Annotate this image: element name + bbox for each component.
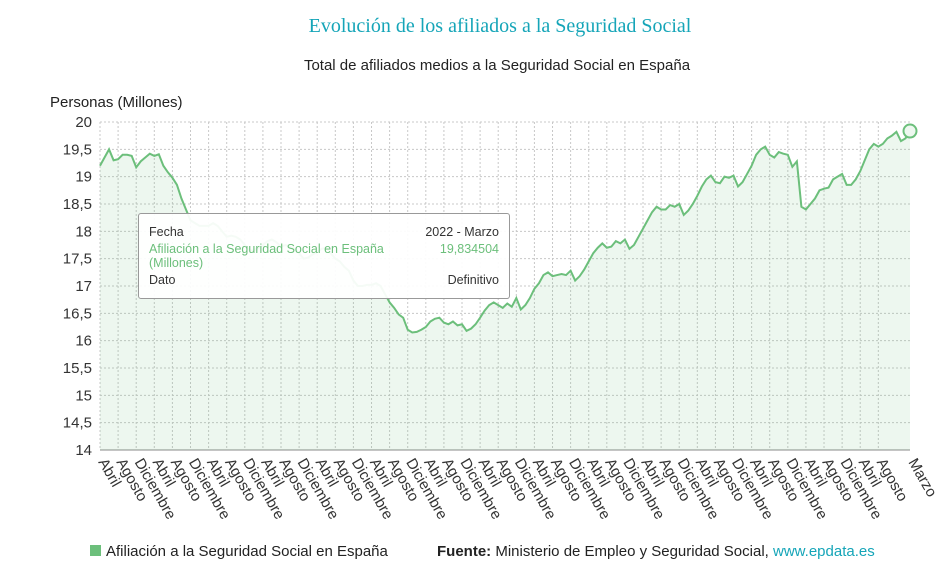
tooltip-row: Dato Definitivo [149,273,499,287]
chart-title: Evolución de los afiliados a la Segurida… [309,15,692,37]
y-tick-label: 16,5 [63,305,92,322]
legend-label: Afiliación a la Seguridad Social en Espa… [106,543,388,560]
y-tick-label: 17 [75,278,92,295]
tooltip-value: 2022 - Marzo [425,225,499,239]
source-label: Fuente: [437,543,492,560]
y-tick-label: 18,5 [63,196,92,213]
tooltip-key: Afiliación a la Seguridad Social en Espa… [149,242,384,270]
tooltip: Fecha 2022 - Marzo Afiliación a la Segurid… [138,213,510,299]
source-text: Ministerio de Empleo y Seguridad Social, [495,543,769,560]
chart-subtitle: Total de afiliados medios a la Seguridad… [304,57,691,74]
y-tick-label: 19 [75,169,92,186]
point-marker [902,123,918,139]
tooltip-value: Definitivo [447,273,499,287]
tooltip-key: Dato [149,273,176,287]
source: Fuente: Ministerio de Empleo y Seguridad… [437,543,875,560]
y-tick-label: 16 [75,333,92,350]
y-tick-label: 18 [75,223,92,240]
y-tick-label: 19,5 [63,141,92,158]
y-tick-label: 14,5 [63,415,92,432]
source-link[interactable]: www.epdata.es [773,543,875,560]
legend-swatch [90,545,101,556]
area [100,131,910,450]
y-tick-label: 17,5 [63,251,92,268]
tooltip-value: 19,834504 [439,242,499,256]
y-tick-label: 15 [75,387,92,404]
tooltip-row: Fecha 2022 - Marzo [149,225,499,239]
y-tick-label: 20 [75,114,92,131]
legend: Afiliación a la Seguridad Social en Espa… [90,543,388,560]
y-tick-label: 15,5 [63,360,92,377]
y-axis-label: Personas (Millones) [50,94,183,111]
tooltip-row: Afiliación a la Seguridad Social en Espa… [149,242,499,270]
tooltip-key: Fecha [149,225,184,239]
y-tick-label: 14 [75,442,92,459]
